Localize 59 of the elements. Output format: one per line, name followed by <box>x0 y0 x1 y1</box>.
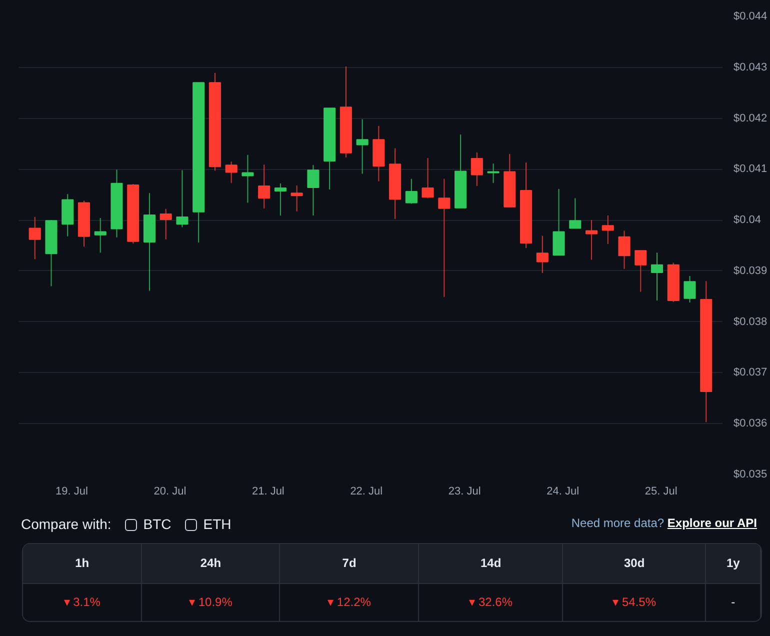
text: ▾ 10.9% <box>142 584 280 622</box>
text: - <box>706 584 761 622</box>
text: BTC <box>143 516 172 532</box>
text: 1y <box>706 544 761 584</box>
text: 24h <box>142 544 280 584</box>
x-tick-label: 24. Jul <box>546 486 580 498</box>
candlestick <box>684 276 696 303</box>
candlestick <box>290 184 303 212</box>
x-tick-label: 23. Jul <box>448 486 481 498</box>
candlestick <box>602 214 614 244</box>
candlestick <box>536 235 548 274</box>
x-tick-label: 25. Jul <box>644 486 678 498</box>
y-tick-label: $0.042 <box>734 112 768 124</box>
candlestick <box>274 182 286 216</box>
candlestick <box>487 163 500 184</box>
text: ETH <box>203 516 232 532</box>
y-tick-label: $0.037 <box>734 366 768 379</box>
text: Explore our API <box>667 516 757 530</box>
candlestick <box>176 170 188 228</box>
candlestick <box>650 252 664 301</box>
text: ▾ 54.5% <box>563 584 706 622</box>
candlestick <box>307 164 320 216</box>
y-tick-label: $0.043 <box>734 61 768 74</box>
y-tick-label: $0.044 <box>734 10 768 22</box>
y-tick-label: $0.039 <box>734 264 768 277</box>
candlestick <box>225 161 238 184</box>
candlestick <box>569 198 582 229</box>
candlestick <box>94 218 106 254</box>
candlestick <box>438 178 450 298</box>
candlestick <box>356 118 368 174</box>
text: Compare with: <box>21 516 112 532</box>
text: ▾ 32.6% <box>419 584 564 622</box>
candlestick <box>258 164 270 209</box>
text: ▾ 3.1% <box>23 584 142 622</box>
y-tick-label: $0.035 <box>734 468 768 480</box>
candlestick <box>586 220 598 260</box>
text: 30d <box>563 544 706 584</box>
y-tick-label: $0.041 <box>734 163 768 176</box>
candlestick <box>552 188 565 256</box>
x-tick-label: 19. Jul <box>56 486 88 498</box>
candlestick <box>422 157 434 199</box>
x-tick-label: 20. Jul <box>154 486 186 498</box>
y-tick-label: $0.036 <box>734 418 768 430</box>
text: ▾ 12.2% <box>280 584 420 622</box>
x-tick-label: 21. Jul <box>252 486 284 498</box>
candlestick <box>405 178 418 204</box>
candlestick <box>160 208 172 240</box>
text: 1h <box>23 544 142 584</box>
x-tick-label: 22. Jul <box>350 486 383 498</box>
candlestick <box>618 230 630 270</box>
text: Need more data? <box>571 516 664 530</box>
y-tick-label: $0.04 <box>734 214 762 226</box>
candlestick <box>28 216 41 260</box>
candlestick <box>634 250 647 292</box>
y-tick-label: $0.038 <box>734 316 768 328</box>
candlestick <box>242 154 254 204</box>
text: 14d <box>419 544 564 584</box>
text: 7d <box>280 544 420 584</box>
candlestick <box>470 152 483 186</box>
